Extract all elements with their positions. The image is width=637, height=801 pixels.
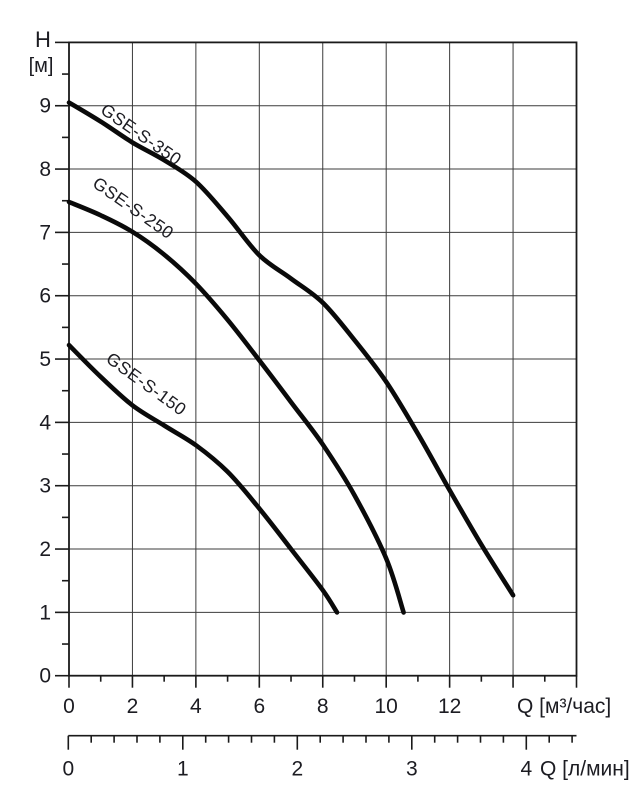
y-axis-tick-label: 4	[39, 411, 51, 434]
secondary-x-axis-labels: 0 1 2 3 4	[62, 758, 532, 781]
x-axis-tick-label: 12	[438, 695, 461, 718]
x-axis-tick-label: 8	[317, 695, 329, 718]
y-axis-title: H [м]	[29, 27, 54, 77]
x-axis-title: Q [м³/час]	[517, 695, 611, 718]
y-axis-tick-label: 8	[39, 158, 51, 181]
secondary-x-axis-tick-label: 1	[177, 758, 189, 781]
secondary-x-axis-tick-label: 3	[406, 758, 418, 781]
y-axis-tick-label: 2	[39, 538, 51, 561]
y-axis-ticks	[55, 41, 69, 677]
y-axis-tick-label: 9	[39, 95, 51, 118]
y-axis-tick-label: 3	[39, 475, 51, 498]
x-axis-labels: 0 2 4 6 8 10 12	[63, 695, 461, 718]
x-axis-tick-label: 0	[63, 695, 75, 718]
y-axis-title-line2: [м]	[29, 55, 54, 77]
y-axis-tick-label: 7	[39, 221, 51, 244]
secondary-x-axis-tick-label: 2	[291, 758, 303, 781]
curve-gse-s-350	[66, 100, 516, 598]
curve-gse-s-250	[66, 199, 406, 615]
y-axis-labels: 0 1 2 3 4 5 6 7 8 9	[39, 95, 51, 688]
y-axis-title-line1: H	[35, 27, 51, 52]
y-axis-tick-label: 6	[39, 285, 51, 308]
y-axis-tick-label: 5	[39, 348, 51, 371]
y-axis-tick-label: 1	[39, 601, 51, 624]
curve-gse-s-150	[66, 342, 340, 615]
x-axis-tick-label: 10	[375, 695, 398, 718]
x-axis-ticks	[68, 675, 578, 688]
secondary-x-axis-title: Q [л/мин]	[540, 758, 630, 781]
secondary-x-axis-tick-label: 0	[62, 758, 74, 781]
y-axis-tick-label: 0	[39, 665, 51, 688]
secondary-x-axis-tick-label: 4	[520, 758, 532, 781]
x-axis-tick-label: 6	[253, 695, 265, 718]
secondary-x-axis	[67, 734, 577, 750]
x-axis-tick-label: 2	[127, 695, 139, 718]
x-axis-tick-label: 4	[190, 695, 202, 718]
